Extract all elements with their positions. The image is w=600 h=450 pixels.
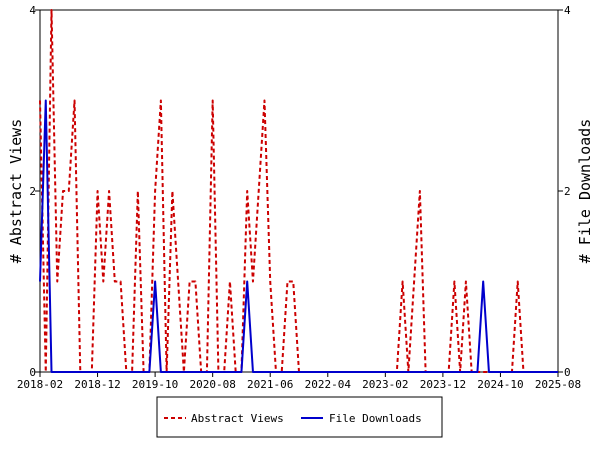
y-right-axis-title: # File Downloads bbox=[576, 119, 594, 264]
y-right-tick-label: 0 bbox=[564, 366, 571, 379]
x-tick-label: 2023-02 bbox=[362, 378, 408, 391]
x-tick-label: 2022-04 bbox=[305, 378, 352, 391]
left-axis-ticks: 0 2 4 bbox=[29, 4, 40, 379]
legend: Abstract Views File Downloads bbox=[156, 396, 443, 438]
y-left-tick-label: 4 bbox=[29, 4, 36, 17]
x-tick-label: 2020-08 bbox=[189, 378, 235, 391]
x-tick-label: 2025-08 bbox=[535, 378, 581, 391]
x-tick-label: 2018-12 bbox=[74, 378, 120, 391]
y-right-tick-label: 2 bbox=[564, 185, 571, 198]
series-line-file-downloads bbox=[39, 99, 558, 373]
y-left-tick-label: 2 bbox=[29, 185, 36, 198]
y-left-axis-title: # Abstract Views bbox=[7, 119, 25, 264]
plot-area bbox=[39, 9, 559, 373]
y-right-tick-label: 4 bbox=[564, 4, 571, 17]
x-tick-label: 2019-10 bbox=[132, 378, 178, 391]
x-tick-label: 2024-10 bbox=[477, 378, 523, 391]
x-tick-label: 2021-06 bbox=[247, 378, 293, 391]
x-tick-label: 2023-12 bbox=[420, 378, 466, 391]
x-tick-label: 2018-02 bbox=[17, 378, 63, 391]
legend-label-file-downloads: File Downloads bbox=[329, 412, 422, 425]
y-left-tick-label: 0 bbox=[29, 366, 36, 379]
x-axis-ticks: 2018-02 2018-12 2019-10 2020-08 2021-06 2022-… bbox=[17, 372, 581, 391]
right-axis-ticks: 0 2 4 bbox=[558, 4, 571, 379]
series-layer bbox=[39, 9, 558, 373]
legend-box bbox=[156, 396, 443, 438]
legend-label-abstract-views: Abstract Views bbox=[191, 412, 284, 425]
